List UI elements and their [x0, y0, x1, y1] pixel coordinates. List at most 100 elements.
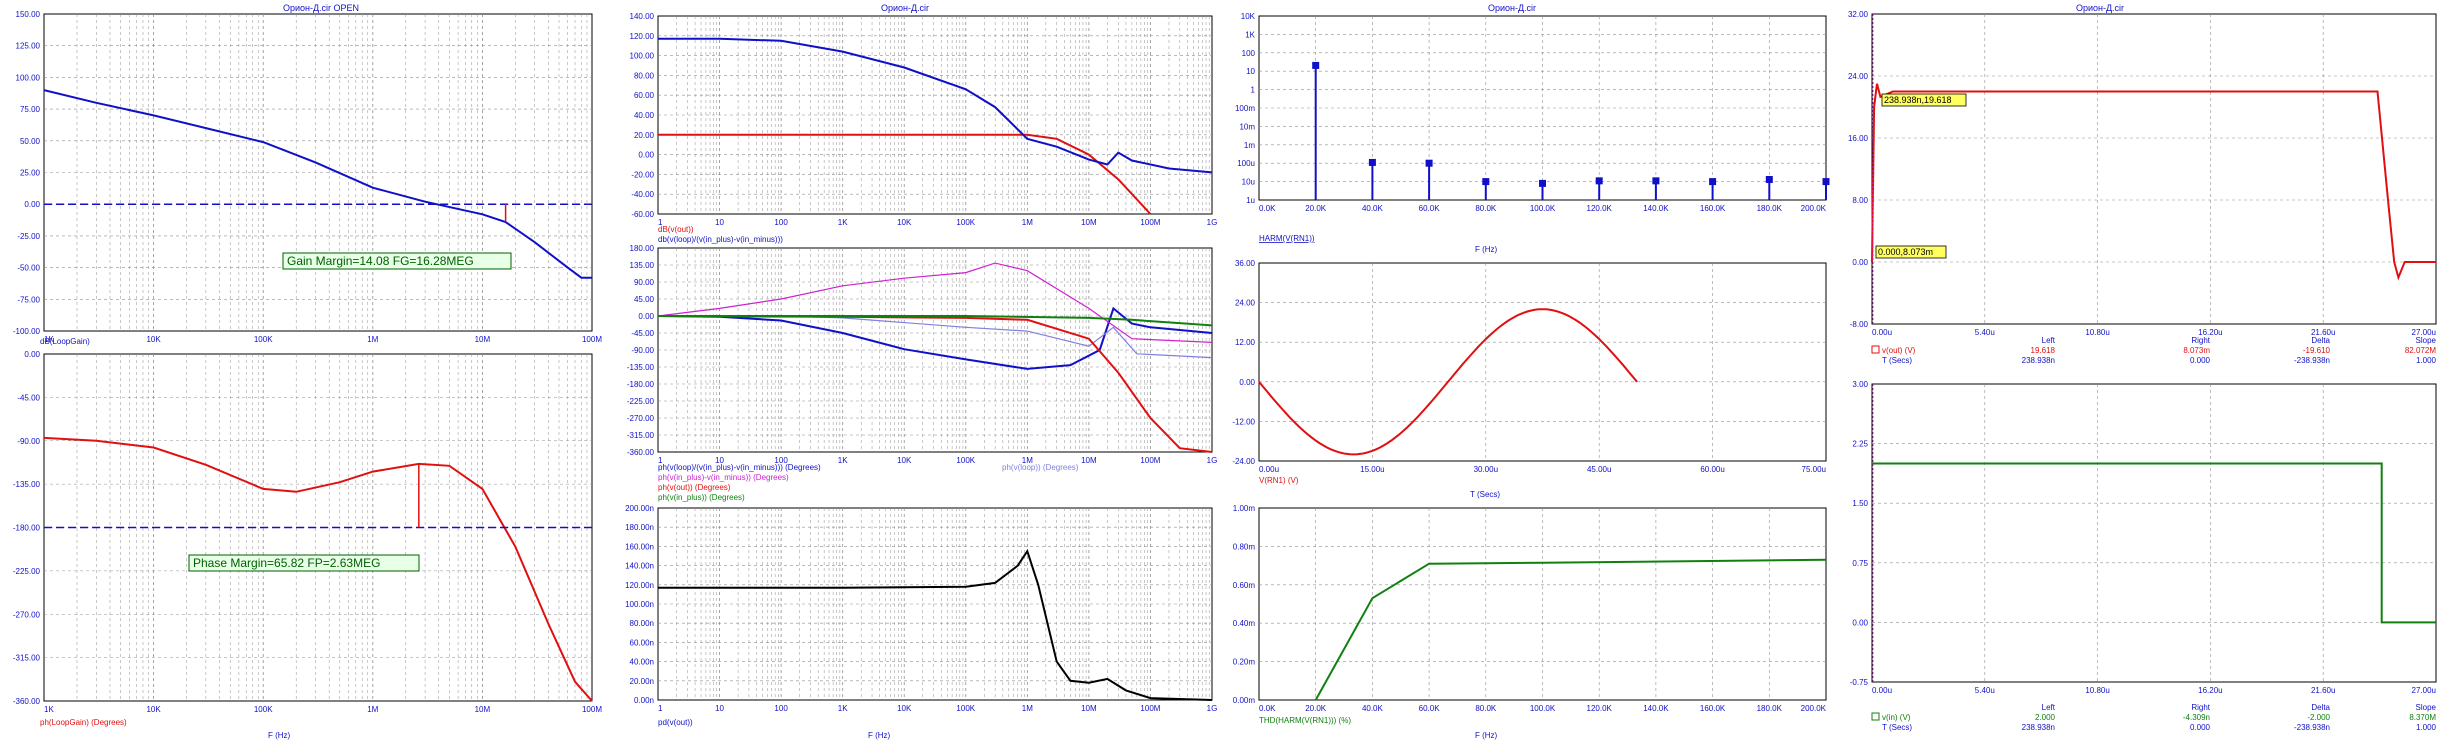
- y-tick-label: 90.00: [634, 278, 655, 287]
- x-tick-label: 80.0K: [1475, 204, 1497, 213]
- y-tick-label: 32.00: [1848, 10, 1869, 19]
- legend-entry: HARM(V(RN1)): [1259, 234, 1315, 243]
- title-col1: Орион-Д.cir OPEN: [283, 3, 359, 13]
- cursor-table-value: 238.938n: [2022, 723, 2055, 732]
- title-col4: Орион-Д.cir: [2076, 3, 2124, 13]
- chart-loop_gain_phase: 0.00 -45.00 -90.00 -135.00 -180.00 -225.00 -27…: [13, 350, 602, 714]
- x-tick-label: 10: [715, 704, 724, 713]
- x-tick-label: 100K: [254, 705, 273, 714]
- chart-phase_delay: 200.00n180.00n160.00n140.00n120.00n100.0…: [625, 504, 1217, 713]
- y-tick-label: -8.00: [1850, 320, 1869, 329]
- y-tick-label: -315.00: [13, 654, 41, 663]
- y-tick-label: 0.80m: [1233, 542, 1256, 551]
- x-tick-label: 10K: [897, 218, 912, 227]
- x-tick-label: 100: [774, 704, 788, 713]
- x-tick-label: 16.20u: [2198, 686, 2222, 695]
- x-tick-label: 100K: [956, 704, 975, 713]
- legend-entry: ph(v(loop)) (Degrees): [1002, 463, 1079, 472]
- y-tick-label: 45.00: [634, 295, 655, 304]
- y-tick-label: -12.00: [1232, 417, 1255, 426]
- chart-input_sine: 36.00 24.00 12.00 0.00 -12.00 -24.00 0.00u 15.0…: [1232, 259, 1827, 474]
- harmonic-marker: [1765, 176, 1773, 184]
- y-tick-label: 2.25: [1852, 440, 1868, 449]
- x-tick-label: 100M: [1140, 704, 1160, 713]
- x-tick-label: 180.0K: [1757, 204, 1783, 213]
- y-tick-label: -45.00: [17, 393, 40, 402]
- y-tick-label: 0.00: [1852, 618, 1868, 627]
- plot-area-loop_gain_phase: [43, 353, 593, 702]
- y-tick-label: 24.00: [1848, 72, 1869, 81]
- y-tick-label: 180.00: [630, 244, 655, 253]
- cursor-table-header: Left: [2042, 336, 2056, 345]
- legend-entry: ph(v(out)) (Degrees): [658, 483, 731, 492]
- x-tick-label: 40.0K: [1362, 204, 1384, 213]
- y-tick-label: -90.00: [17, 437, 40, 446]
- series-line-closed_loop_mag-1: [658, 37, 1213, 174]
- title-col2: Орион-Д.cir: [881, 3, 929, 13]
- harmonic-marker: [1482, 178, 1490, 186]
- y-tick-label: 80.00n: [630, 619, 654, 628]
- x-tick-label: 10: [715, 218, 724, 227]
- x-tick-label: 45.00u: [1587, 465, 1611, 474]
- y-tick-label: -0.75: [1850, 678, 1869, 687]
- y-tick-label: 135.00: [630, 261, 655, 270]
- y-tick-label: 25.00: [20, 169, 41, 178]
- series-swatch: [1871, 345, 1880, 354]
- x-tick-label: 1: [658, 456, 663, 465]
- x-tick-label: 100K: [956, 456, 975, 465]
- y-tick-label: -360.00: [13, 697, 41, 706]
- y-tick-label: 16.00: [1848, 134, 1869, 143]
- y-tick-label: 0.75: [1852, 559, 1868, 568]
- gain-margin-label-box: [282, 252, 512, 270]
- cursor-table-value: 1.000: [2416, 723, 2437, 732]
- y-tick-label: 100.00: [630, 52, 655, 61]
- y-tick-label: 140.00: [630, 12, 655, 21]
- series-line-input_sine-0: [1258, 308, 1638, 456]
- y-tick-label: 1.00m: [1233, 504, 1256, 513]
- x-tick-label: 140.0K: [1643, 204, 1669, 213]
- y-tick-label: 200.00n: [625, 504, 654, 513]
- y-tick-label: 1m: [1244, 141, 1255, 150]
- legend-entry: ph(v(in_plus)) (Degrees): [658, 493, 745, 502]
- cursor2-box: [1875, 245, 1947, 259]
- x-tick-label: 1M: [367, 335, 378, 344]
- harmonic-marker: [1368, 158, 1376, 166]
- x-tick-label: 160.0K: [1700, 704, 1726, 713]
- x-tick-label: 10K: [146, 335, 161, 344]
- x-tick-label: 60.0K: [1419, 704, 1441, 713]
- x-tick-label: 21.60u: [2311, 328, 2335, 337]
- y-tick-label: 100.00: [16, 73, 41, 82]
- series-line-thd-0: [1314, 558, 1827, 701]
- harmonic-marker: [1709, 178, 1717, 186]
- x-tick-label: 1G: [1207, 704, 1218, 713]
- y-tick-label: 0.00: [24, 350, 40, 359]
- y-tick-label: 100: [1242, 49, 1256, 58]
- series-line-phases-3: [657, 315, 1213, 453]
- y-tick-label: 1: [1251, 86, 1256, 95]
- y-tick-label: -100.00: [13, 327, 41, 336]
- y-tick-label: 36.00: [1235, 259, 1256, 268]
- y-tick-label: 1K: [1245, 30, 1255, 39]
- x-tick-label: 1: [658, 704, 663, 713]
- x-tick-label: 75.00u: [1802, 465, 1826, 474]
- chart-phases: 180.00 135.00 90.00 45.00 0.00 -45.00 -90.00 -1…: [627, 244, 1217, 465]
- y-tick-label: 160.00n: [625, 542, 654, 551]
- x-tick-label: 15.00u: [1360, 465, 1384, 474]
- x-tick-label: 1K: [44, 705, 54, 714]
- y-tick-label: 10K: [1241, 12, 1256, 21]
- cursor-table-value: 1.000: [2416, 356, 2437, 365]
- y-tick-label: 120.00n: [625, 581, 654, 590]
- phase-margin-label: Phase Margin=65.82 FP=2.63MEG: [193, 556, 380, 570]
- y-tick-label: 24.00: [1235, 299, 1256, 308]
- x-tick-label: 0.0K: [1259, 204, 1276, 213]
- y-tick-label: -270.00: [13, 610, 41, 619]
- x-tick-label: 10.80u: [2085, 328, 2109, 337]
- x-axis-label: T (Secs): [1470, 490, 1500, 499]
- chart-closed_loop_mag: 140.00 120.00 100.00 80.00 60.00 40.00 20.00 0.…: [630, 12, 1218, 227]
- y-tick-label: -25.00: [17, 232, 40, 241]
- x-tick-label: 1M: [367, 705, 378, 714]
- cursor-table-header: Slope: [2416, 703, 2437, 712]
- cursor-table-header: Slope: [2416, 336, 2437, 345]
- y-tick-label: -50.00: [17, 264, 40, 273]
